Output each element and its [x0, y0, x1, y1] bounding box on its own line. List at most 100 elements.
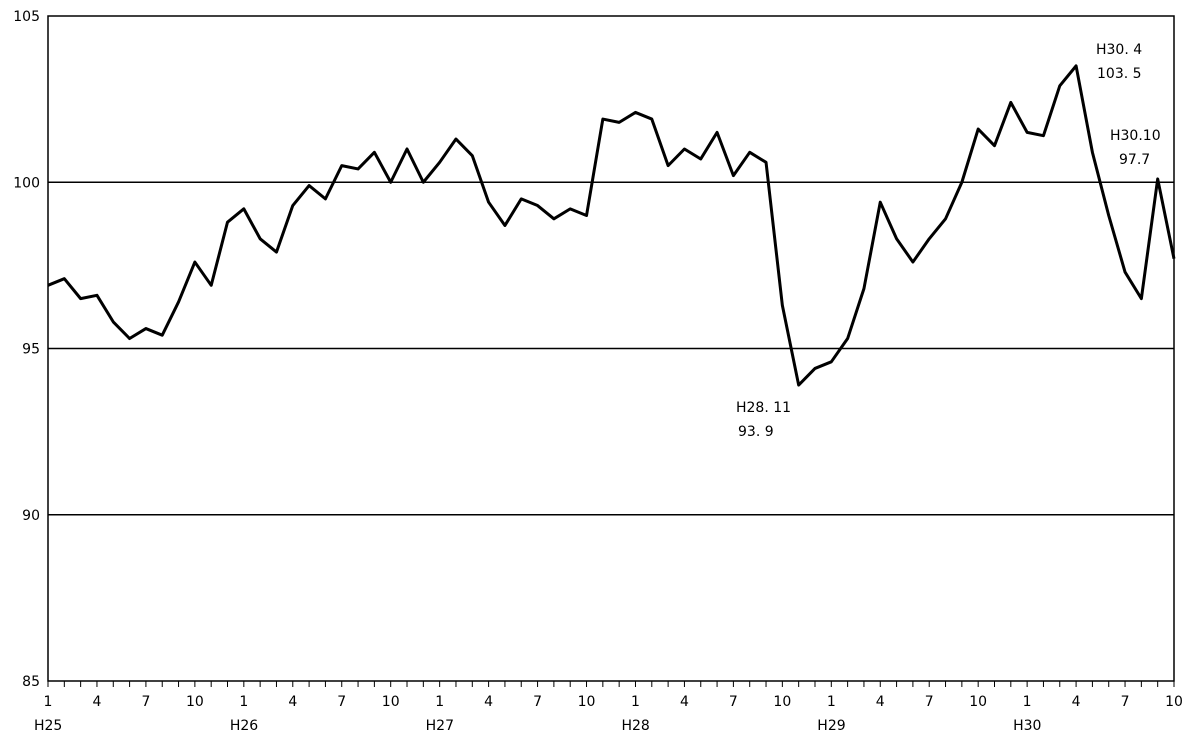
- data-point: [471, 154, 474, 157]
- data-point: [618, 121, 621, 124]
- data-point: [503, 224, 506, 227]
- x-month-label: 7: [925, 694, 934, 710]
- x-year-label: H29: [817, 718, 845, 734]
- data-point: [454, 138, 457, 141]
- data-point: [830, 360, 833, 363]
- x-month-label: 7: [337, 694, 346, 710]
- data-point: [487, 201, 490, 204]
- data-point: [161, 334, 164, 337]
- annotation-trough-value: 93. 9: [738, 424, 774, 440]
- x-year-label: H25: [34, 718, 62, 734]
- x-month-label: 10: [1165, 694, 1183, 710]
- x-month-label: 4: [92, 694, 101, 710]
- data-point: [944, 217, 947, 220]
- data-point: [1075, 64, 1078, 67]
- data-point: [1009, 101, 1012, 104]
- data-point: [879, 201, 882, 204]
- x-month-label: 4: [876, 694, 885, 710]
- data-point: [1140, 297, 1143, 300]
- y-axis-labels: 105 100 95 90 85: [13, 9, 40, 690]
- data-point: [1026, 131, 1029, 134]
- data-point: [63, 277, 66, 280]
- data-point: [960, 181, 963, 184]
- annotation-peak-value: 103. 5: [1097, 66, 1142, 82]
- data-point: [977, 128, 980, 131]
- x-month-label: 4: [288, 694, 297, 710]
- x-month-label: 10: [186, 694, 204, 710]
- x-month-label: 10: [773, 694, 791, 710]
- x-month-label: 1: [827, 694, 836, 710]
- data-point: [1156, 177, 1159, 180]
- x-month-label: 10: [382, 694, 400, 710]
- annotation-last-value: 97.7: [1119, 152, 1150, 168]
- data-point: [667, 164, 670, 167]
- data-point: [357, 167, 360, 170]
- x-month-label: 10: [969, 694, 987, 710]
- data-point: [732, 174, 735, 177]
- data-point: [340, 164, 343, 167]
- data-point: [634, 111, 637, 114]
- x-year-label: H26: [230, 718, 258, 734]
- x-month-label: 4: [680, 694, 689, 710]
- x-month-label: 1: [239, 694, 248, 710]
- data-point: [275, 251, 278, 254]
- data-point: [193, 261, 196, 264]
- data-point: [683, 148, 686, 151]
- y-tick-label: 95: [22, 342, 40, 358]
- data-point: [1107, 214, 1110, 217]
- data-point: [813, 367, 816, 370]
- data-point: [846, 337, 849, 340]
- data-point: [536, 204, 539, 207]
- data-point: [1124, 271, 1127, 274]
- data-point: [438, 161, 441, 164]
- data-point: [797, 384, 800, 387]
- x-month-label: 10: [578, 694, 596, 710]
- data-point: [928, 237, 931, 240]
- data-point: [748, 151, 751, 154]
- data-point: [911, 261, 914, 264]
- data-point: [862, 287, 865, 290]
- x-month-label: 1: [1023, 694, 1032, 710]
- data-point: [242, 207, 245, 210]
- data-point: [210, 284, 213, 287]
- data-point: [422, 181, 425, 184]
- data-point: [1173, 257, 1176, 260]
- data-point: [993, 144, 996, 147]
- x-axis-ticks: [47, 681, 1175, 687]
- series-line: [47, 64, 1176, 387]
- data-point: [308, 184, 311, 187]
- data-point: [79, 297, 82, 300]
- x-year-label: H30: [1013, 718, 1041, 734]
- data-point: [128, 337, 131, 340]
- x-axis-labels: 1 4 7 10 H25 1 4 7 10 H26 1 4 7 10 H27 1 4 7 10 H28 1 4 7 10 H29…: [34, 694, 1183, 734]
- data-point: [1042, 134, 1045, 137]
- data-point: [112, 320, 115, 323]
- x-year-label: H27: [426, 718, 454, 734]
- data-point: [650, 118, 653, 121]
- x-month-label: 1: [44, 694, 53, 710]
- data-point: [259, 237, 262, 240]
- x-year-label: H28: [621, 718, 649, 734]
- annotation-peak-period: H30. 4: [1096, 42, 1142, 58]
- x-month-label: 7: [533, 694, 542, 710]
- y-tick-label: 85: [22, 674, 40, 690]
- data-point: [699, 157, 702, 160]
- data-point: [389, 181, 392, 184]
- data-point: [226, 221, 229, 224]
- y-tick-label: 105: [13, 9, 40, 25]
- data-point: [324, 197, 327, 200]
- data-point: [552, 217, 555, 220]
- data-point: [895, 237, 898, 240]
- y-tick-label: 100: [13, 175, 40, 191]
- data-point: [291, 204, 294, 207]
- data-point: [601, 118, 604, 121]
- annotation-last-period: H30.10: [1110, 128, 1161, 144]
- data-point: [765, 161, 768, 164]
- data-point: [569, 207, 572, 210]
- data-point: [716, 131, 719, 134]
- x-month-label: 1: [435, 694, 444, 710]
- x-month-label: 4: [484, 694, 493, 710]
- data-point: [47, 284, 50, 287]
- data-point: [373, 151, 376, 154]
- data-point: [1058, 84, 1061, 87]
